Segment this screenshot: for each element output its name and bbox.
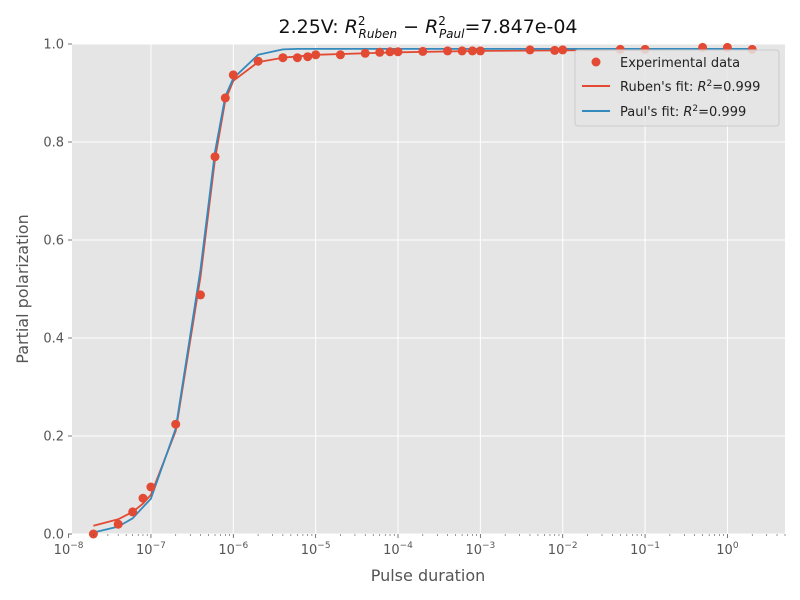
data-point [146, 482, 156, 492]
data-point [292, 53, 302, 63]
x-axis: 10−8 10−7 10−6 10−5 10−4 10−3 10−2 10−1 100 [54, 534, 786, 558]
data-point [385, 47, 395, 57]
x-tick-label: 10−1 [630, 541, 660, 558]
data-point [418, 46, 428, 56]
x-tick-label: 100 [716, 541, 739, 558]
x-tick-base: 10 [548, 543, 565, 558]
title-suffix: =7.847e-04 [464, 16, 577, 38]
title-r-subscript: Paul [439, 27, 465, 41]
y-axis-title: Partial polarization [13, 214, 32, 363]
data-point [171, 419, 181, 429]
legend-name-prefix: Ruben's fit: [620, 80, 697, 95]
legend-name-prefix: Paul's fit: [620, 105, 683, 120]
title-r-symbol: R [345, 16, 358, 38]
data-point [228, 70, 238, 80]
x-tick-exponent: −2 [564, 541, 577, 551]
x-tick-base: 10 [136, 543, 153, 558]
legend-box [574, 49, 780, 127]
data-point [278, 53, 288, 63]
y-tick-label: 1.0 [43, 38, 64, 53]
data-point [138, 493, 148, 503]
x-tick-exponent: −3 [482, 541, 495, 551]
legend-r-superscript: 2 [692, 104, 698, 114]
y-tick-label: 0.2 [43, 430, 64, 445]
x-tick-base: 10 [301, 543, 318, 558]
x-tick-exponent: −4 [400, 541, 414, 551]
x-tick-label: 10−3 [465, 541, 495, 558]
y-axis: 0.0 0.2 0.4 0.6 0.8 1.0 [43, 38, 72, 543]
title-r-symbol: R [425, 16, 438, 38]
data-point [253, 56, 263, 66]
y-tick-label: 0.4 [43, 332, 64, 347]
x-tick-exponent: −1 [647, 541, 660, 551]
legend-label-ruben: Ruben's fit: R2=0.999 [620, 79, 760, 95]
x-tick-exponent: 0 [733, 541, 739, 551]
data-point [335, 50, 345, 60]
x-tick-label: 10−6 [218, 541, 248, 558]
x-tick-exponent: −7 [153, 541, 166, 551]
data-point [128, 507, 138, 517]
title-r-superscript: 2 [358, 14, 366, 28]
x-tick-base: 10 [465, 543, 482, 558]
data-point [210, 152, 220, 162]
series-line-paul-fit [93, 48, 753, 534]
x-tick-label: 10−8 [54, 541, 84, 558]
x-axis-title: Pulse duration [371, 566, 486, 585]
data-point [375, 47, 385, 57]
legend-r-symbol: R [683, 105, 692, 120]
data-point [443, 46, 453, 56]
legend-label-experimental: Experimental data [620, 56, 740, 71]
x-tick-base: 10 [383, 543, 400, 558]
x-tick-base: 10 [54, 543, 71, 558]
x-tick-base: 10 [630, 543, 647, 558]
data-point [311, 50, 321, 60]
legend-name-suffix: =0.999 [712, 80, 760, 95]
legend-r-superscript: 2 [707, 79, 713, 89]
y-tick-label: 0.0 [43, 528, 64, 543]
x-tick-base: 10 [218, 543, 235, 558]
data-point [360, 48, 370, 58]
x-tick-base: 10 [716, 543, 733, 558]
x-tick-label: 10−2 [548, 541, 578, 558]
x-tick-label: 10−5 [301, 541, 331, 558]
legend: Experimental data Ruben's fit: R2=0.999 … [574, 49, 780, 127]
data-point [475, 46, 485, 56]
title-minus: − [397, 16, 425, 38]
x-tick-exponent: −8 [70, 541, 84, 551]
x-tick-exponent: −6 [235, 541, 249, 551]
data-point [220, 93, 230, 103]
title-r-superscript: 2 [438, 14, 446, 28]
legend-label-paul: Paul's fit: R2=0.999 [620, 104, 746, 120]
x-tick-label: 10−7 [136, 541, 166, 558]
data-point [467, 46, 477, 56]
legend-name-suffix: =0.999 [698, 105, 746, 120]
legend-r-symbol: R [697, 80, 706, 95]
data-point [393, 47, 403, 57]
title-prefix: 2.25V: [278, 16, 344, 38]
chart-title: 2.25V: R2 Ruben − R2 Paul=7.847e-04 [278, 14, 577, 41]
legend-marker-experimental [591, 57, 601, 67]
data-point [113, 519, 123, 529]
data-point [558, 45, 568, 55]
data-point [457, 46, 467, 56]
data-point [196, 290, 205, 300]
title-r-subscript: Ruben [359, 27, 398, 41]
x-tick-exponent: −5 [317, 541, 330, 551]
y-tick-label: 0.6 [43, 234, 64, 249]
data-point [525, 45, 535, 55]
x-tick-label: 10−4 [383, 541, 413, 558]
data-point [303, 52, 313, 62]
y-tick-label: 0.8 [43, 136, 64, 151]
data-point [550, 45, 560, 55]
